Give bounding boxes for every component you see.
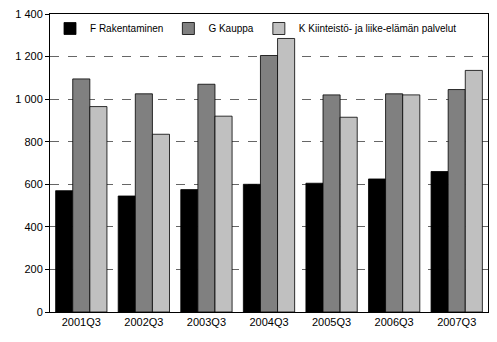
svg-text:600: 600 [24,178,42,190]
svg-text:400: 400 [24,221,42,233]
svg-text:2001Q3: 2001Q3 [62,316,101,328]
svg-text:2005Q3: 2005Q3 [312,316,351,328]
svg-text:G Kauppa: G Kauppa [208,23,253,34]
svg-text:2007Q3: 2007Q3 [437,316,476,328]
svg-text:800: 800 [24,136,42,148]
svg-text:2003Q3: 2003Q3 [187,316,226,328]
svg-text:K Kiinteistö- ja liike-elämän: K Kiinteistö- ja liike-elämän palvelut [299,23,457,34]
svg-text:2002Q3: 2002Q3 [124,316,163,328]
svg-text:1 000: 1 000 [15,93,43,105]
svg-text:0: 0 [37,306,43,318]
svg-text:1 400: 1 400 [15,8,43,20]
svg-text:F Rakentaminen: F Rakentaminen [90,23,163,34]
svg-text:2006Q3: 2006Q3 [375,316,414,328]
svg-text:200: 200 [24,263,42,275]
svg-text:1 200: 1 200 [15,50,43,62]
svg-text:2004Q3: 2004Q3 [249,316,288,328]
